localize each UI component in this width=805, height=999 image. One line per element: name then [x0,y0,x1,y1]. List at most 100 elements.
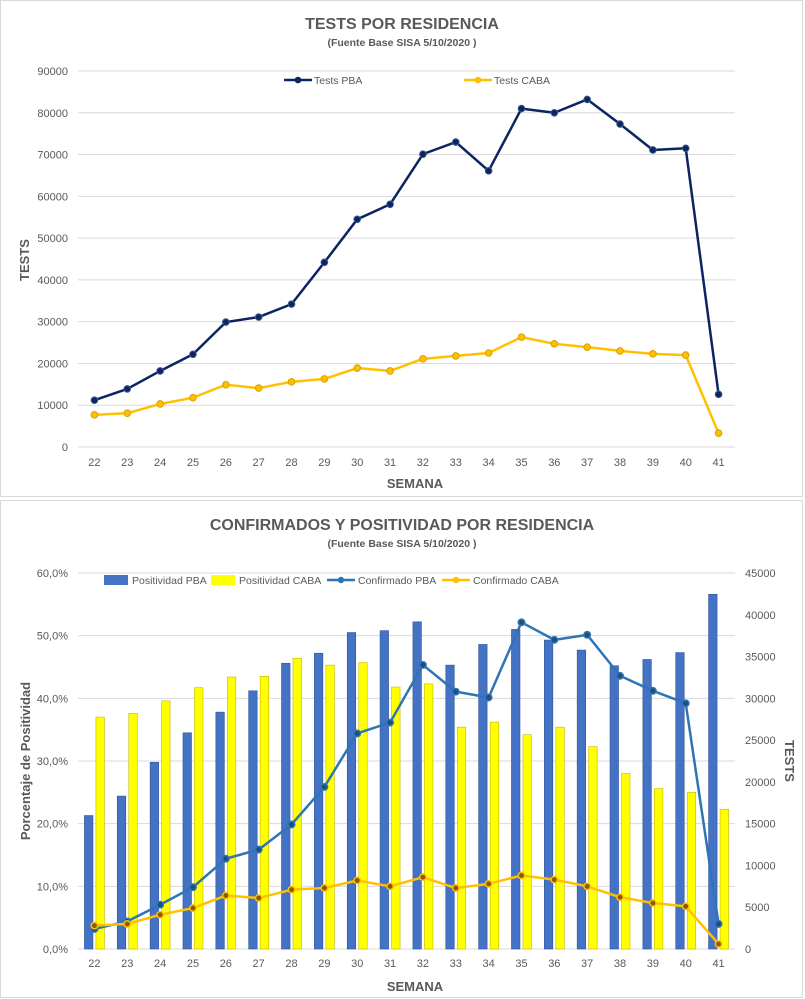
data-point [386,367,394,375]
x-tick-label: 28 [285,457,297,469]
bar-positividad-pba [708,594,718,950]
y-tick-label: 20000 [37,358,68,370]
y2-tick-label: 25000 [745,735,776,747]
legend-marker [294,76,302,84]
data-point [649,146,657,154]
legend-label: Tests CABA [494,75,550,87]
x-tick-label: 28 [285,958,297,970]
data-point [189,393,197,402]
bar-positividad-caba [555,726,565,950]
data-point [156,367,164,375]
data-point [648,899,657,907]
data-point [189,350,197,359]
y2-tick-label: 35000 [745,652,776,664]
data-point [484,167,493,175]
y-tick-label: 50,0% [37,631,68,643]
y-tick-label: 40,0% [37,693,68,705]
data-point [616,893,624,902]
data-point [90,411,99,419]
bar-positividad-caba [391,686,401,950]
bar-positividad-caba [259,676,269,950]
bar-positividad-caba [686,792,697,950]
x-tick-label: 32 [417,457,429,469]
bar-positividad-pba [116,795,127,950]
data-point [714,429,723,438]
x-axis-label: SEMANA [387,476,444,491]
data-point [221,891,230,900]
data-point [287,300,296,308]
x-tick-label: 41 [712,457,724,469]
data-point [353,215,362,224]
y2-tick-label: 10000 [745,860,776,872]
data-point [156,910,165,919]
bar-positividad-pba [544,639,554,950]
y-tick-label: 80000 [37,108,68,120]
data-point [353,876,362,885]
chart-title: TESTS POR RESIDENCIA [305,16,499,33]
data-point [616,120,624,128]
x-tick-label: 22 [88,958,100,970]
x-tick-label: 25 [187,958,199,970]
data-point [254,845,263,854]
legend-label: Tests PBA [314,75,362,87]
x-tick-label: 39 [647,958,659,970]
legend-marker [452,576,460,584]
y-tick-label: 70000 [37,150,68,162]
legend-label: Confirmado PBA [358,575,436,587]
x-tick-label: 31 [384,958,396,970]
bar-positividad-caba [194,687,204,950]
legend-swatch [211,575,235,585]
bar-positividad-caba [522,734,532,950]
x-tick-label: 22 [88,457,100,469]
data-point [254,894,263,902]
legend-label: Positividad CABA [239,575,321,587]
bar-positividad-pba [182,732,192,950]
bar-positividad-pba [84,815,94,950]
data-point [287,885,296,894]
data-point [681,351,690,359]
y2-tick-label: 15000 [745,819,776,831]
data-point [714,940,723,948]
x-tick-label: 34 [483,457,495,469]
series-line-caba [94,335,720,434]
data-point [419,355,427,363]
x-tick-label: 26 [220,958,232,970]
data-point [287,378,296,386]
data-point [517,333,526,341]
bar-positividad-caba [719,808,729,950]
tests-chart: TESTS POR RESIDENCIA (Fuente Base SISA 5… [17,16,735,491]
bar-positividad-caba [358,662,368,950]
legend-label: Confirmado CABA [473,575,559,587]
data-point [681,902,690,911]
bar-positividad-caba [424,683,434,950]
data-point [714,390,723,399]
x-tick-label: 33 [450,457,462,469]
bar-positividad-caba [161,700,171,950]
data-point [123,919,132,928]
bar-positividad-pba [642,659,652,950]
bar-positividad-pba [215,711,225,950]
bar-positividad-caba [292,657,302,950]
bar-positividad-caba [227,676,237,950]
data-point [123,385,132,393]
data-point [550,875,559,884]
data-point [90,396,99,405]
bar-positividad-caba [621,773,631,950]
bar-positividad-pba [379,630,389,950]
data-point [681,144,690,153]
data-point [616,347,624,355]
y-tick-label: 50000 [37,233,68,245]
bar-positividad-pba [281,662,291,950]
y-tick-label: 0,0% [43,944,68,956]
data-point [418,660,427,669]
y2-tick-label: 40000 [745,610,776,622]
bar-positividad-pba [675,652,685,950]
data-point [222,318,230,326]
legend-swatch [104,575,128,585]
y-tick-label: 10000 [37,400,68,412]
y2-tick-label: 30000 [745,693,776,705]
data-point [451,138,460,146]
x-tick-label: 37 [581,457,593,469]
data-point [353,364,362,372]
y-tick-label: 60,0% [37,568,68,580]
